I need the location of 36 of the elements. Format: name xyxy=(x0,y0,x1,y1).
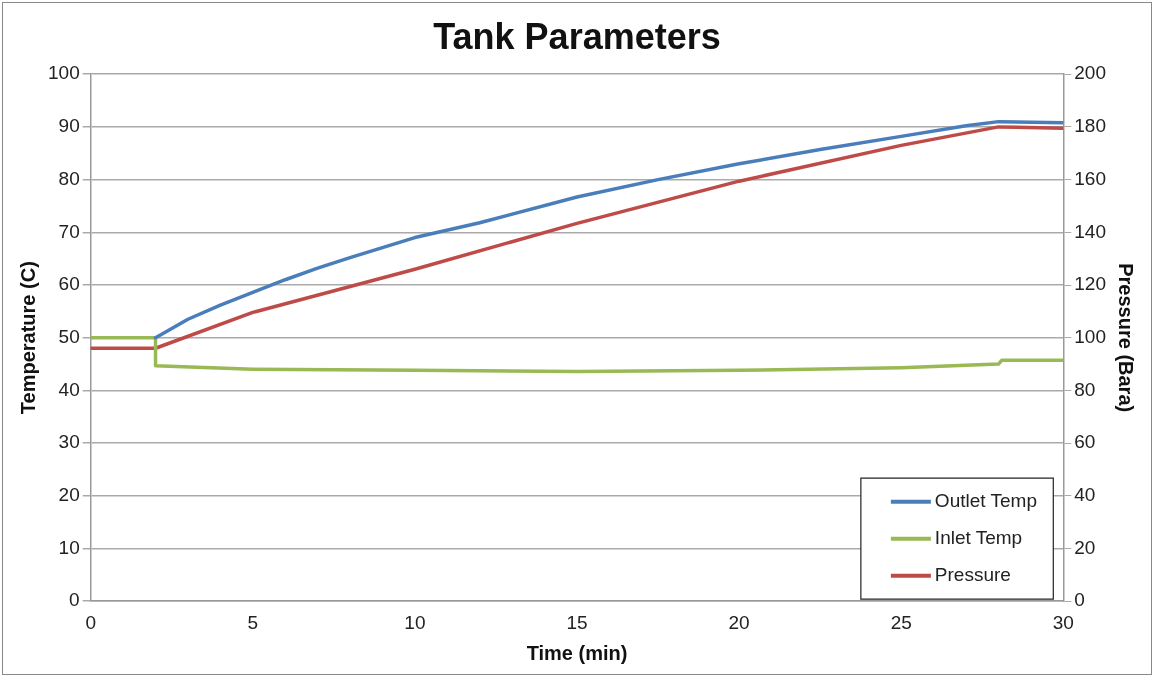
y-tick-label: 60 xyxy=(58,273,80,295)
chart-title: Tank Parameters xyxy=(433,15,721,57)
y2-tick-label: 180 xyxy=(1074,115,1106,137)
y-tick-label: 10 xyxy=(58,536,80,558)
x-tick-label: 30 xyxy=(1052,611,1074,633)
x-tick-label: 0 xyxy=(85,611,96,633)
y-tick-label: 40 xyxy=(58,378,80,400)
y2-tick-label: 100 xyxy=(1074,325,1106,347)
y-tick-label: 80 xyxy=(58,167,80,189)
y-tick-label: 100 xyxy=(48,62,80,84)
x-tick-label: 25 xyxy=(890,611,912,633)
y2-tick-label: 60 xyxy=(1074,431,1096,453)
legend-label: Inlet Temp xyxy=(934,526,1023,548)
y2-tick-label: 160 xyxy=(1074,167,1106,189)
y-tick-label: 30 xyxy=(58,431,80,453)
y-tick-label: 20 xyxy=(58,484,80,506)
x-tick-label: 20 xyxy=(728,611,750,633)
x-tick-label: 5 xyxy=(247,611,259,633)
x-tick-label: 10 xyxy=(404,611,426,633)
legend-label: Outlet Temp xyxy=(934,489,1037,511)
y2-tick-label: 40 xyxy=(1074,484,1096,506)
y-tick-label: 0 xyxy=(69,589,80,611)
y-tick-label: 70 xyxy=(58,220,80,242)
x-tick-label: 15 xyxy=(566,611,588,633)
y2-axis-title: Pressure (Bara) xyxy=(1115,263,1138,413)
y-tick-label: 90 xyxy=(58,115,80,137)
y-axis-title: Temperature (C) xyxy=(16,261,39,415)
y2-tick-label: 0 xyxy=(1074,589,1085,611)
y2-tick-label: 200 xyxy=(1074,62,1106,84)
y-tick-label: 50 xyxy=(58,325,80,347)
legend-label: Pressure xyxy=(934,563,1011,585)
y2-tick-label: 140 xyxy=(1074,220,1106,242)
y2-tick-label: 80 xyxy=(1074,378,1096,400)
y2-tick-label: 120 xyxy=(1074,273,1106,295)
y2-tick-label: 20 xyxy=(1074,536,1096,558)
x-axis-title: Time (min) xyxy=(526,641,628,664)
